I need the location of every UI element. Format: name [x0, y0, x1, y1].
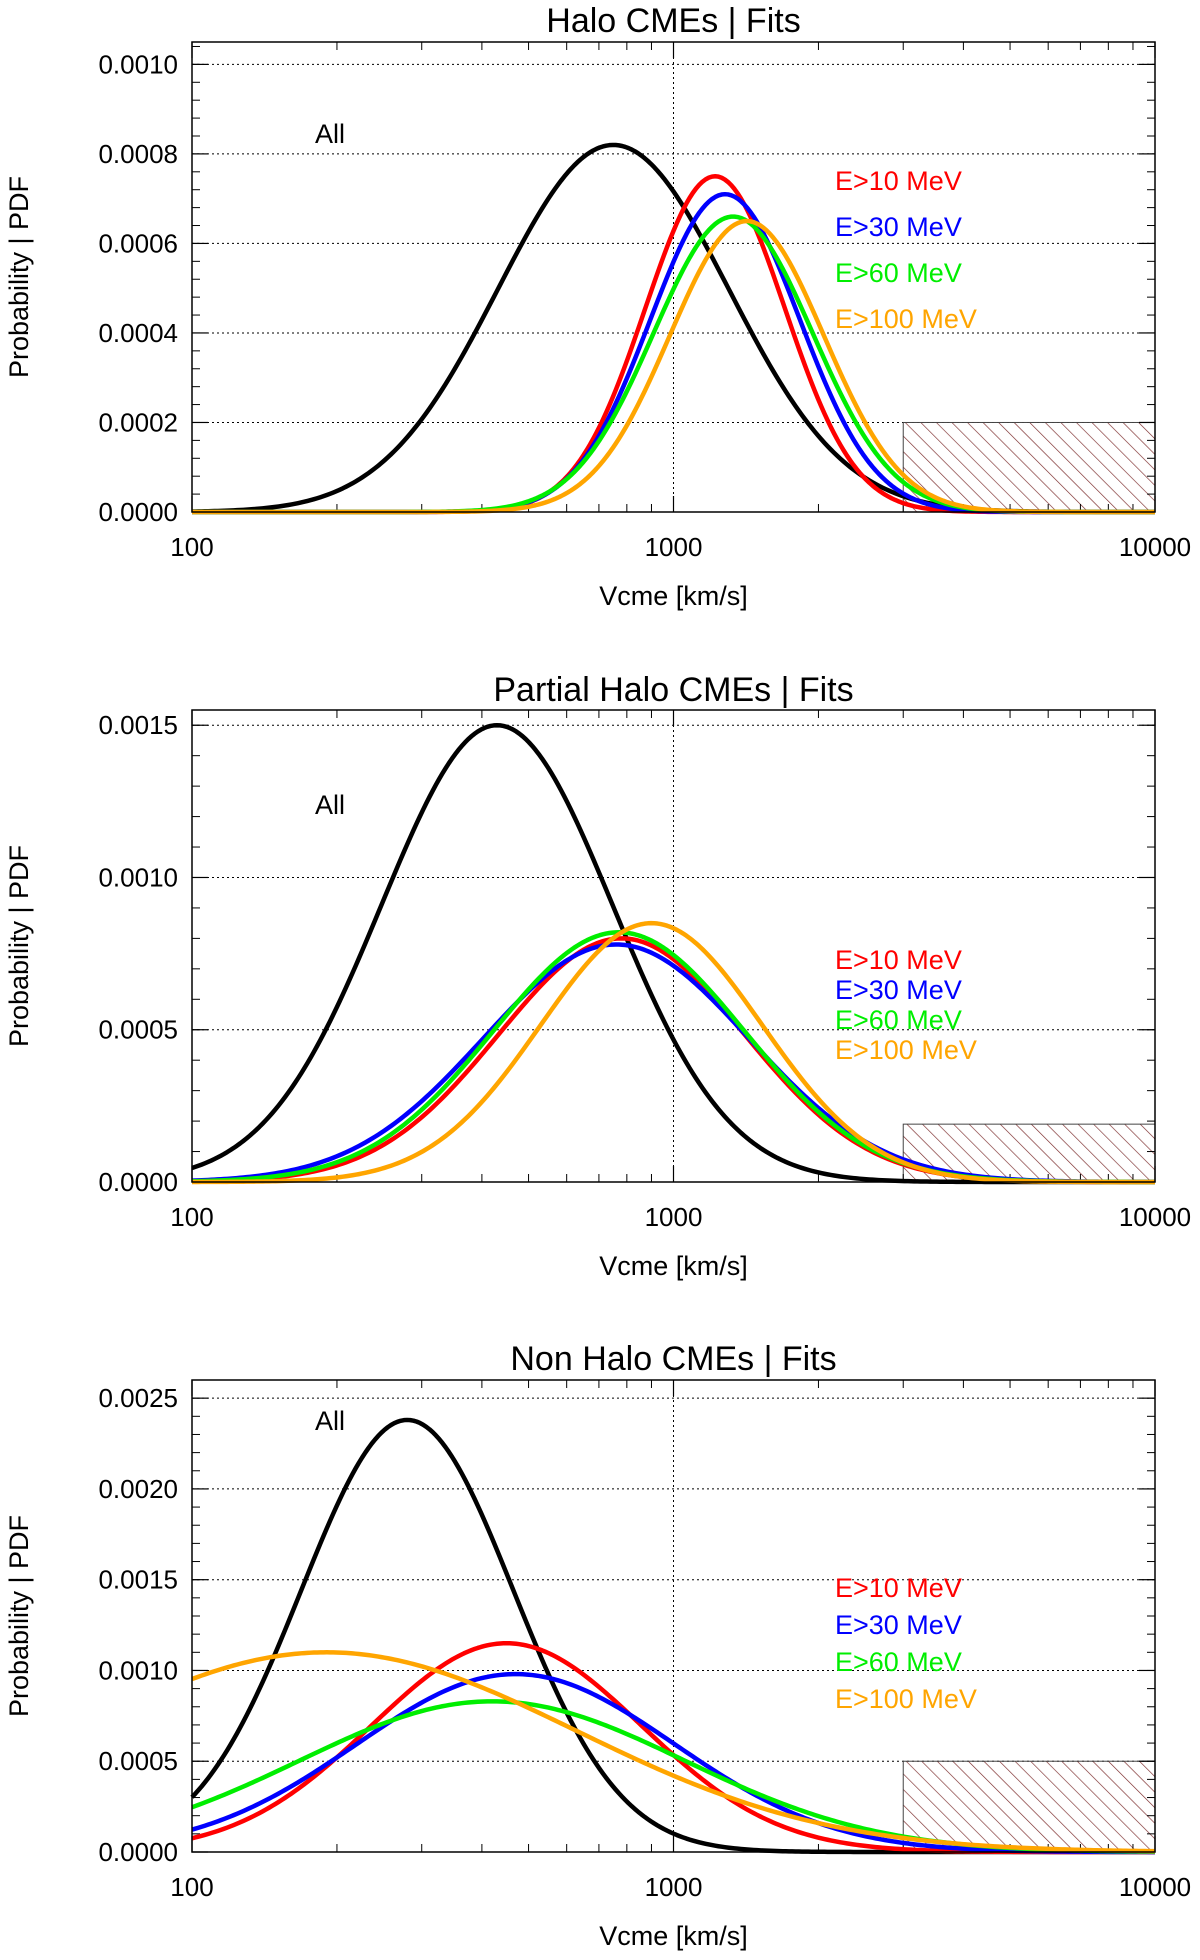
y-tick-label: 0.0000 [98, 1167, 178, 1197]
y-axis-label: Probability | PDF [4, 1515, 34, 1717]
all-label: All [315, 790, 345, 820]
y-axis-label: Probability | PDF [4, 845, 34, 1047]
legend-entry: E>30 MeV [835, 975, 962, 1005]
y-tick-label: 0.0010 [98, 49, 178, 79]
legend-entry: E>100 MeV [835, 1035, 977, 1065]
legend-entry: E>10 MeV [835, 166, 962, 196]
y-tick-label: 0.0004 [98, 318, 178, 348]
legend-entry: E>10 MeV [835, 1573, 962, 1603]
legend-entry: E>100 MeV [835, 304, 977, 334]
chart-title: Partial Halo CMEs | Fits [493, 671, 853, 709]
y-tick-label: 0.0005 [98, 1015, 178, 1045]
chart-title: Non Halo CMEs | Fits [510, 1340, 836, 1378]
x-tick-label: 100 [170, 1872, 213, 1902]
x-tick-label: 10000 [1119, 1202, 1191, 1232]
y-tick-label: 0.0010 [98, 1655, 178, 1685]
chart-panel-2: 100 1000 10000 0.0000 0.0005 0.0010 0.0015 E>10… [4, 671, 1191, 1281]
x-axis-label: Vcme [km/s] [599, 1251, 748, 1281]
y-tick-label: 0.0005 [98, 1746, 178, 1776]
y-tick-label: 0.0020 [98, 1474, 178, 1504]
x-tick-label: 10000 [1119, 532, 1191, 562]
plot-frame [191, 709, 1156, 1183]
series-line-e-100-mev [192, 920, 1155, 1185]
series-line-e-30-mev [191, 1671, 1156, 1855]
chart-panel-3: 100 1000 10000 0.0000 0.0005 0.0010 0.0015 0.00… [4, 1340, 1191, 1951]
y-tick-label: 0.0010 [98, 862, 178, 892]
y-tick-label: 0.0008 [98, 139, 178, 169]
series-line-e-100-mev [191, 1650, 1156, 1854]
y-tick-label: 0.0015 [98, 710, 178, 740]
x-tick-label: 100 [170, 1202, 213, 1232]
legend-entry: E>10 MeV [835, 945, 962, 975]
y-tick-label: 0.0000 [98, 497, 178, 527]
all-label: All [315, 1406, 345, 1436]
y-tick-label: 0.0015 [98, 1565, 178, 1595]
y-axis-label: Probability | PDF [4, 176, 34, 378]
x-axis-label: Vcme [km/s] [599, 581, 748, 611]
all-label: All [315, 119, 345, 149]
y-tick-label: 0.0002 [98, 407, 178, 437]
x-tick-label: 1000 [645, 532, 703, 562]
hatched-region [902, 1760, 1156, 1853]
legend-entry: E>30 MeV [835, 1610, 962, 1640]
y-tick-label: 0.0006 [98, 228, 178, 258]
legend-entry: E>60 MeV [835, 1005, 962, 1035]
plot-frame [191, 41, 1156, 513]
y-tick-label: 0.0025 [98, 1383, 178, 1413]
legend-entry: E>100 MeV [835, 1684, 977, 1714]
legend-entry: E>60 MeV [835, 1647, 962, 1677]
x-axis-label: Vcme [km/s] [599, 1921, 748, 1951]
hatched-region [902, 421, 1156, 513]
x-tick-label: 1000 [645, 1872, 703, 1902]
chart-title: Halo CMEs | Fits [546, 2, 800, 40]
legend-entry: E>30 MeV [835, 212, 962, 242]
x-tick-label: 10000 [1119, 1872, 1191, 1902]
x-tick-label: 1000 [645, 1202, 703, 1232]
x-tick-label: 100 [170, 532, 213, 562]
legend-entry: E>60 MeV [835, 258, 962, 288]
y-tick-label: 0.0000 [98, 1837, 178, 1867]
chart-panel-1: 100 1000 10000 0.0000 0.0002 0.0004 0.0006 0.00… [4, 2, 1191, 611]
plot-frame [191, 1379, 1156, 1853]
